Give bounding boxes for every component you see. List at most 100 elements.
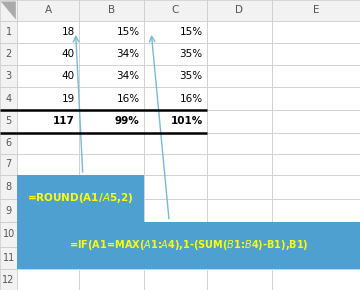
Bar [272,269,360,290]
Bar [207,0,272,21]
Bar [207,133,272,154]
Bar [272,110,360,133]
Bar [79,175,144,200]
Bar [144,43,207,65]
Bar [207,200,272,222]
Bar [144,133,207,154]
Bar [0,0,17,21]
Text: 19: 19 [62,93,75,104]
Bar [272,222,360,247]
Bar [17,175,144,222]
Text: 34%: 34% [117,49,140,59]
Bar [272,87,360,110]
Text: 40: 40 [62,49,75,59]
Bar [272,0,360,21]
Text: 15%: 15% [117,27,140,37]
Text: 1: 1 [5,27,12,37]
Bar [207,110,272,133]
Bar [272,200,360,222]
Bar [17,154,79,175]
Bar [0,87,17,110]
Bar [17,269,79,290]
Text: 10: 10 [3,229,15,239]
Bar [79,110,144,133]
Bar [0,175,17,200]
Bar [79,0,144,21]
Bar [272,43,360,65]
Bar [144,65,207,87]
Bar [207,247,272,269]
Text: 18: 18 [62,27,75,37]
Text: 35%: 35% [180,71,203,81]
Bar [207,222,272,247]
Bar [17,200,79,222]
Bar [79,247,144,269]
Bar [0,247,17,269]
Text: 8: 8 [5,182,12,192]
Bar [17,222,79,247]
Text: 7: 7 [5,160,12,169]
Text: 6: 6 [5,138,12,148]
Bar [272,175,360,200]
Text: 35%: 35% [180,49,203,59]
Bar [272,65,360,87]
Text: D: D [235,6,243,15]
Text: 4: 4 [5,93,12,104]
Text: A: A [45,6,52,15]
Bar [272,133,360,154]
Bar [207,65,272,87]
Bar [144,200,207,222]
Bar [144,247,207,269]
Bar [0,154,17,175]
Text: 11: 11 [3,253,15,263]
Bar [207,43,272,65]
Bar [17,65,79,87]
Bar [144,154,207,175]
Bar [144,87,207,110]
Bar [144,222,207,247]
Bar [17,87,79,110]
Bar [0,43,17,65]
Bar [207,269,272,290]
Bar [0,200,17,222]
Bar [144,269,207,290]
Bar [0,110,17,133]
Text: E: E [312,6,319,15]
Bar [144,0,207,21]
Bar [17,21,79,43]
Text: 101%: 101% [170,116,203,126]
Text: 40: 40 [62,71,75,81]
Bar [17,110,79,133]
Bar [272,154,360,175]
Text: =ROUND(A1/$A$5,2): =ROUND(A1/$A$5,2) [27,191,134,205]
Bar [79,43,144,65]
Bar [0,65,17,87]
Bar [79,154,144,175]
Bar [272,21,360,43]
Bar [79,269,144,290]
Bar [207,21,272,43]
Text: 99%: 99% [115,116,140,126]
Text: 12: 12 [3,275,15,284]
Text: =IF(A1=MAX($A$1:$A$4),1-(SUM($B$1:$B$4)-B1),B1): =IF(A1=MAX($A$1:$A$4),1-(SUM($B$1:$B$4)-… [69,238,309,252]
Bar [0,21,17,43]
Text: 16%: 16% [117,93,140,104]
Bar [17,43,79,65]
Polygon shape [1,1,16,19]
Bar [17,0,79,21]
Bar [79,21,144,43]
Bar [79,65,144,87]
Text: 9: 9 [5,206,12,215]
Bar [79,87,144,110]
Text: 2: 2 [5,49,12,59]
Text: 15%: 15% [180,27,203,37]
Text: C: C [172,6,179,15]
Text: 34%: 34% [117,71,140,81]
Text: B: B [108,6,115,15]
Bar [207,87,272,110]
Bar [0,133,17,154]
Bar [79,222,144,247]
Bar [207,175,272,200]
Bar [144,110,207,133]
Bar [79,200,144,222]
